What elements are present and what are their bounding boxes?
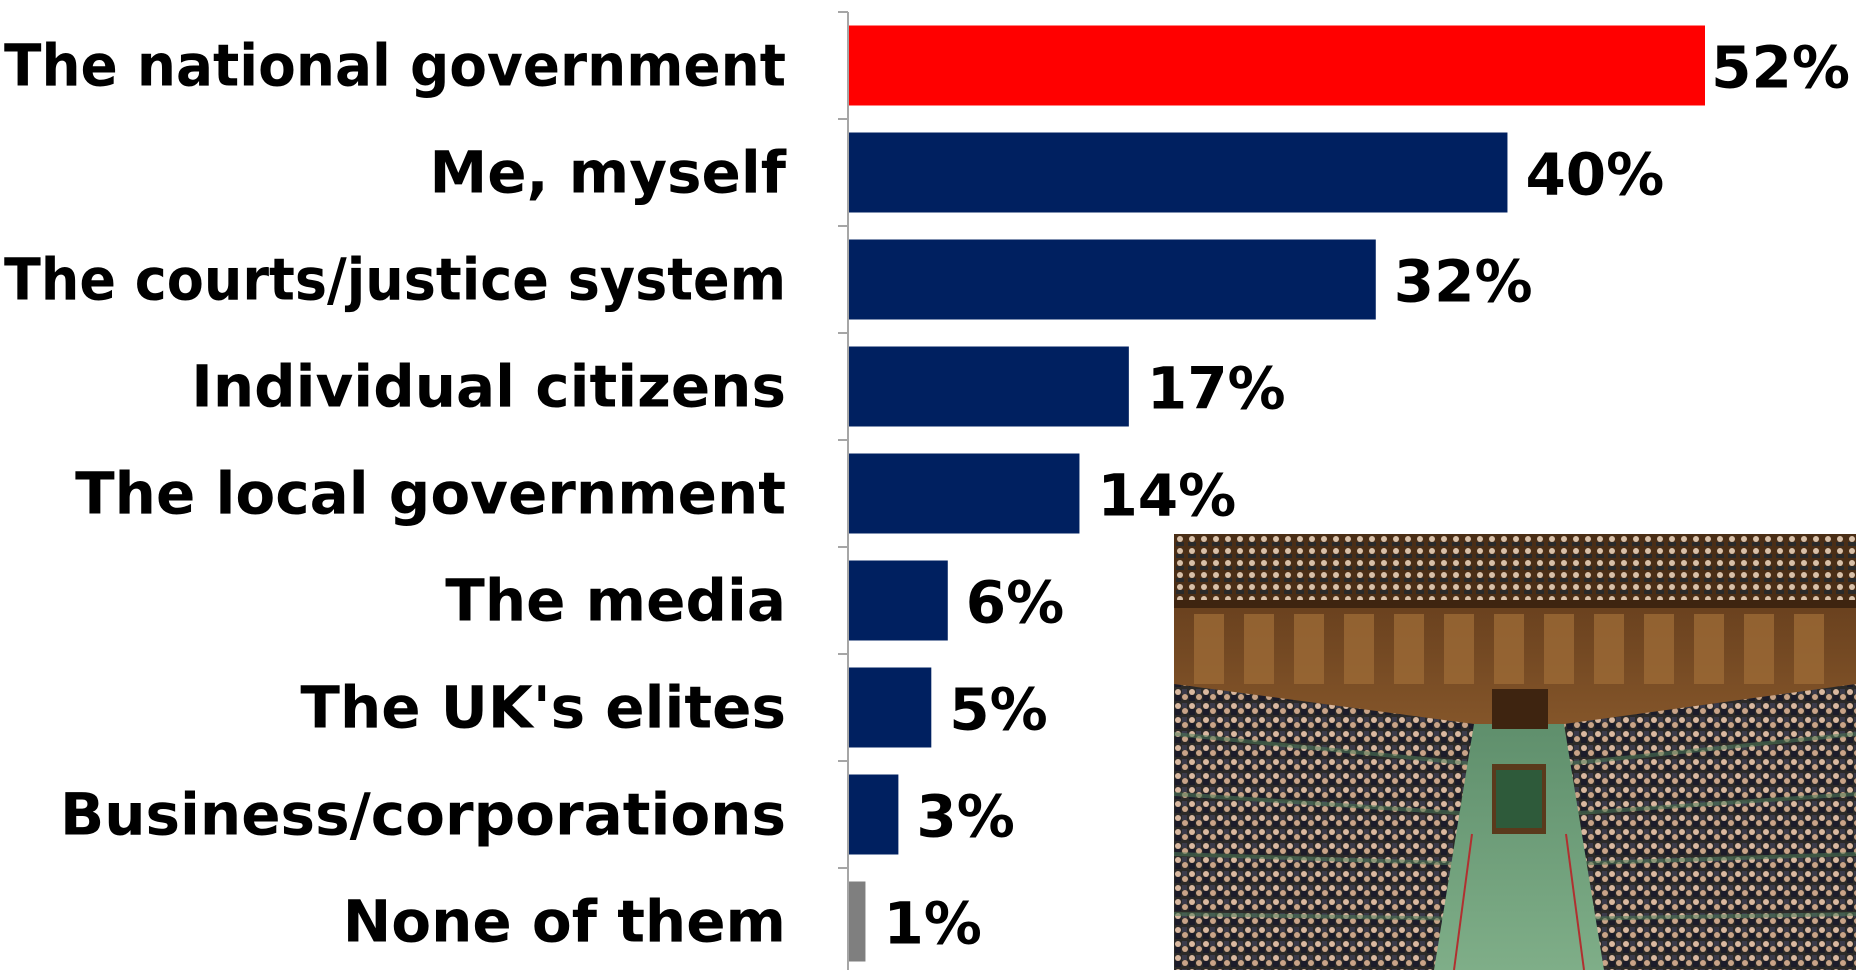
category-label: The courts/justice system xyxy=(4,246,786,314)
bar xyxy=(849,560,948,641)
value-label: 6% xyxy=(966,569,1064,637)
category-label: Business/corporations xyxy=(60,781,786,849)
bar xyxy=(849,239,1376,320)
category-label: The UK's elites xyxy=(300,674,786,742)
value-label: 32% xyxy=(1394,248,1533,316)
bar xyxy=(849,667,932,748)
category-label: The national government xyxy=(4,32,786,100)
parliament-chamber-photo xyxy=(1174,534,1856,970)
bars xyxy=(849,25,1705,962)
value-label: 40% xyxy=(1525,141,1664,209)
y-axis xyxy=(838,11,849,970)
category-label: Me, myself xyxy=(430,139,787,207)
value-label: 14% xyxy=(1097,462,1236,530)
value-label: 5% xyxy=(949,676,1047,744)
bar xyxy=(849,881,866,962)
category-label: None of them xyxy=(343,888,786,956)
bar xyxy=(849,346,1129,427)
bar xyxy=(849,774,899,855)
value-label: 52% xyxy=(1711,34,1850,102)
value-label: 3% xyxy=(916,783,1014,851)
category-label: The local government xyxy=(75,460,786,528)
category-labels: The national government Me, myself The cou… xyxy=(4,32,787,956)
category-label: The media xyxy=(445,567,786,635)
value-labels: 52% 40% 32% 17% 14% 6% 5% 3% 1% xyxy=(883,34,1850,958)
bar xyxy=(849,453,1080,534)
category-label: Individual citizens xyxy=(191,353,786,421)
bar xyxy=(849,132,1508,213)
value-label: 1% xyxy=(883,890,981,958)
bar xyxy=(849,25,1705,106)
value-label: 17% xyxy=(1147,355,1286,423)
